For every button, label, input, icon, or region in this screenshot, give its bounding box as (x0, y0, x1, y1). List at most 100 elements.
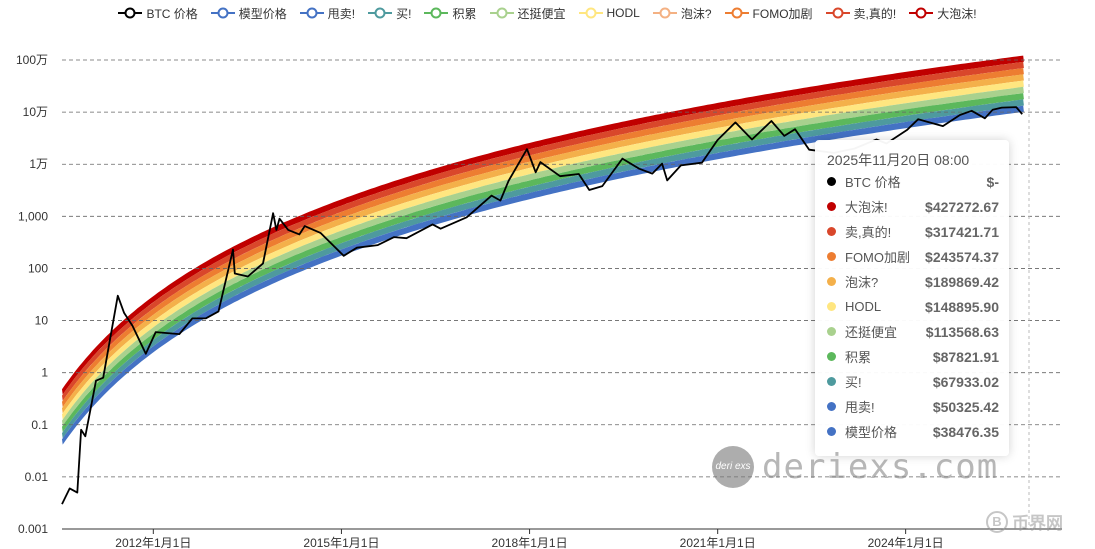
tooltip-dot-icon (827, 352, 836, 361)
corner-logo: B 币界网 (986, 509, 1063, 534)
b-coin-icon: B (986, 510, 1008, 533)
tooltip-row: 还挺便宜 $113568.63 (827, 319, 999, 344)
tooltip-series-name: 甩卖! (845, 400, 875, 415)
tooltip-series-value: $67933.02 (932, 373, 999, 390)
tooltip: 2025年11月20日 08:00 BTC 价格 $- 大泡沫! $427272.67… (815, 140, 1009, 456)
tooltip-series-name: 大泡沫! (845, 200, 888, 215)
legend-item-10[interactable]: 卖,真的! (825, 5, 897, 22)
tooltip-series-value: $- (986, 173, 999, 190)
tooltip-dot-icon (827, 252, 836, 261)
y-tick-label: 10 (35, 314, 49, 328)
y-tick-label: 1,000 (18, 209, 48, 223)
tooltip-series-name: BTC 价格 (845, 175, 901, 190)
tooltip-row: 卖,真的! $317421.71 (827, 219, 999, 244)
tooltip-series-value: $243574.37 (925, 248, 999, 265)
tooltip-row: BTC 价格 $- (827, 169, 999, 194)
y-tick-label: 0.1 (31, 418, 48, 432)
tooltip-series-name: 积累 (845, 350, 872, 365)
tooltip-series-name: 泡沫? (845, 275, 879, 290)
x-tick-label: 2015年1月1日 (303, 536, 379, 549)
axis-mask (0, 529, 1095, 549)
legend-circle-icon (299, 7, 324, 19)
tooltip-dot-icon (827, 302, 836, 311)
legend-circle-icon (424, 7, 449, 19)
x-tick-label: 2024年1月1日 (868, 536, 944, 549)
tooltip-series-value: $317421.71 (925, 223, 999, 240)
legend-label: HODL (606, 6, 640, 20)
y-tick-label: 0.01 (25, 470, 49, 484)
tooltip-series-value: $427272.67 (925, 198, 999, 215)
legend-label: 甩卖! (327, 6, 356, 21)
watermark-text: deriexs.com (762, 447, 999, 487)
tooltip-series-value: $87821.91 (932, 348, 999, 365)
tooltip-series-value: $113568.63 (925, 323, 999, 340)
x-tick-label: 2012年1月1日 (115, 536, 191, 549)
legend-circle-icon (368, 7, 393, 19)
tooltip-row: 甩卖! $50325.42 (827, 394, 999, 419)
legend-label: 卖,真的! (853, 6, 897, 21)
legend-item-7[interactable]: HODL (578, 6, 640, 20)
legend-item-11[interactable]: 大泡沫! (909, 5, 977, 22)
tooltip-series-name: 卖,真的! (845, 225, 892, 240)
tooltip-series-value: $189869.42 (925, 273, 999, 290)
tooltip-series-value: $148895.90 (925, 298, 999, 315)
y-tick-label: 100 (28, 261, 48, 275)
tooltip-dot-icon (827, 202, 836, 211)
tooltip-row: 买! $67933.02 (827, 369, 999, 394)
tooltip-dot-icon (827, 177, 836, 186)
legend-circle-icon (724, 7, 749, 19)
tooltip-series-name: 买! (845, 375, 862, 390)
axes: 0.001 0.01 0.1 1 10 100 1,000 1万 10万 100万 2012年1月1… (16, 53, 1062, 549)
tooltip-dot-icon (827, 277, 836, 286)
legend-circle-icon (652, 7, 677, 19)
y-tick-label: 100万 (16, 53, 48, 67)
legend-circle-icon (489, 7, 514, 19)
legend-label: 模型价格 (238, 6, 287, 21)
legend-label: 买! (396, 6, 412, 21)
left-mask (0, 0, 62, 549)
legend-circle-icon (578, 7, 603, 19)
legend-item-6[interactable]: 还挺便宜 (489, 5, 566, 22)
legend-item-3[interactable]: 甩卖! (299, 5, 356, 22)
legend-label: FOMO加剧 (752, 6, 813, 21)
y-tick-label: 1万 (29, 157, 48, 171)
tooltip-row: FOMO加剧 $243574.37 (827, 244, 999, 269)
legend: BTC 价格 模型价格 甩卖! 买! 积累 还挺便宜 HODL 泡沫? FOMO加剧 卖,真的! 大… (0, 3, 1095, 23)
legend-label: 积累 (452, 6, 477, 21)
x-tick-label: 2021年1月1日 (680, 536, 756, 549)
legend-item-8[interactable]: 泡沫? (652, 5, 712, 22)
legend-circle-icon (825, 7, 850, 19)
tooltip-series-name: 模型价格 (845, 425, 898, 440)
legend-label: 大泡沫! (937, 6, 977, 21)
tooltip-row: 积累 $87821.91 (827, 344, 999, 369)
legend-circle-icon (118, 7, 143, 19)
tooltip-dot-icon (827, 402, 836, 411)
tooltip-date: 2025年11月20日 08:00 (827, 152, 970, 168)
watermark-logo-icon: deri exs (712, 446, 754, 488)
watermark: deri exs deriexs.com (712, 446, 998, 488)
legend-circle-icon (909, 7, 934, 19)
legend-label: 泡沫? (680, 6, 712, 21)
tooltip-dot-icon (827, 427, 836, 436)
legend-label: BTC 价格 (146, 6, 198, 21)
tooltip-row: 大泡沫! $427272.67 (827, 194, 999, 219)
y-tick-label: 1 (41, 366, 48, 380)
legend-item-1[interactable]: BTC 价格 (118, 5, 198, 22)
tooltip-row: 泡沫? $189869.42 (827, 269, 999, 294)
legend-item-4[interactable]: 买! (368, 5, 411, 22)
legend-item-2[interactable]: 模型价格 (210, 5, 287, 22)
tooltip-series-value: $38476.35 (932, 423, 999, 440)
tooltip-dot-icon (827, 377, 836, 386)
legend-item-9[interactable]: FOMO加剧 (724, 5, 813, 22)
tooltip-series-name: HODL (845, 299, 882, 314)
tooltip-series-value: $50325.42 (932, 398, 999, 415)
tooltip-row: HODL $148895.90 (827, 294, 999, 319)
y-tick-label: 10万 (23, 105, 48, 119)
tooltip-dot-icon (827, 227, 836, 236)
legend-circle-icon (210, 7, 235, 19)
tooltip-series-name: FOMO加剧 (845, 250, 910, 265)
legend-item-5[interactable]: 积累 (424, 5, 477, 22)
corner-logo-text: 币界网 (1012, 514, 1063, 533)
